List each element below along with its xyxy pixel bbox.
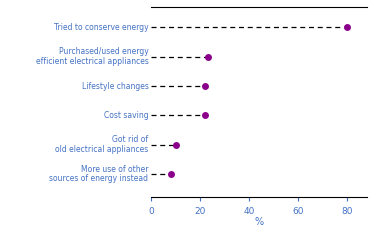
Point [204, 55, 211, 59]
X-axis label: %: % [254, 217, 263, 227]
Point [168, 172, 174, 176]
Point [202, 84, 208, 88]
Point [202, 114, 208, 117]
Point [173, 143, 179, 146]
Point [344, 25, 350, 29]
